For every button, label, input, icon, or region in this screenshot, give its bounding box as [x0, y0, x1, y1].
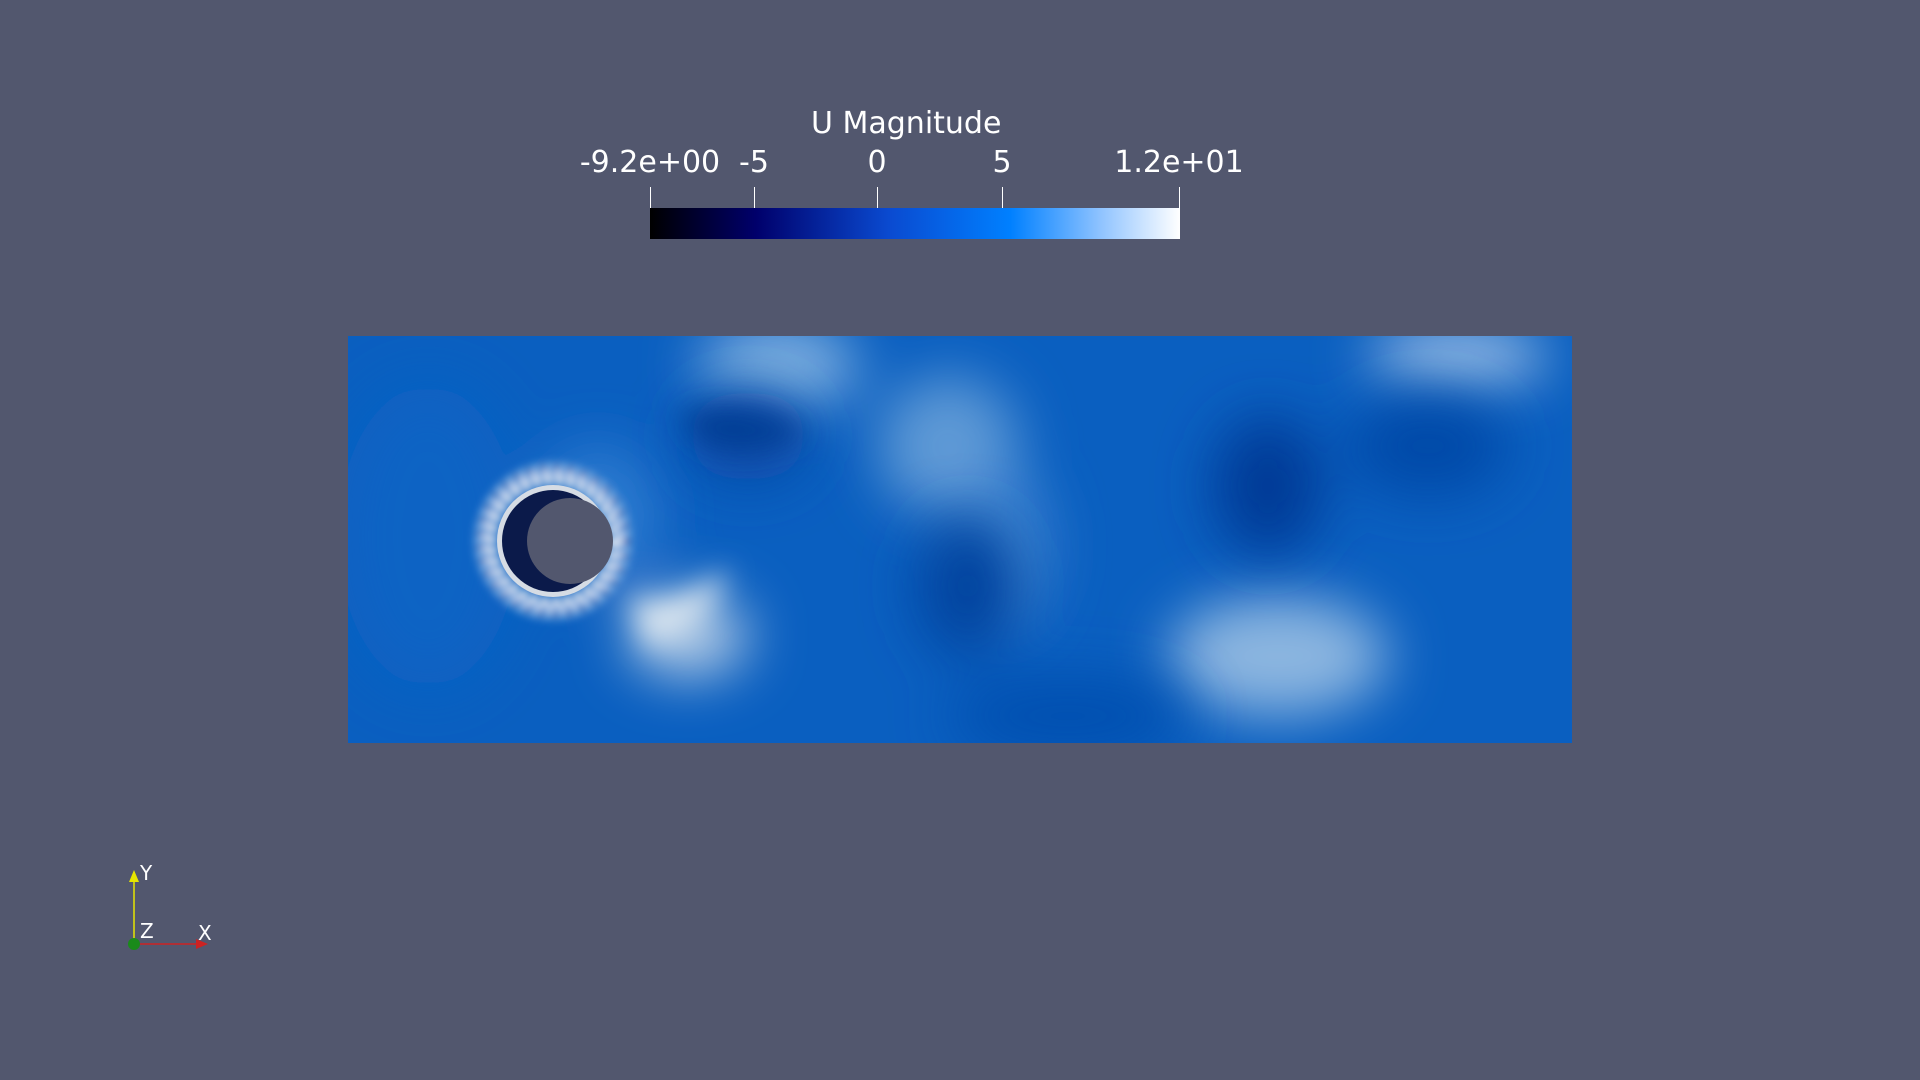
cylinder-hole [527, 498, 613, 584]
colorbar-tick-label: 5 [992, 145, 1012, 180]
z-axis-dot-icon [128, 938, 140, 950]
z-axis-label: Z [140, 919, 154, 943]
colorbar-tick-label: -9.2e+00 [579, 145, 721, 180]
x-axis-arrow-icon [196, 939, 208, 949]
y-axis-arrow-icon [129, 870, 139, 882]
colorbar-tick-label: 1.2e+01 [1114, 145, 1244, 180]
orientation-axes-widget: Y Z X [128, 862, 212, 950]
y-axis-label: Y [139, 862, 153, 885]
colorbar-gradient [650, 208, 1180, 239]
x-axis-label: X [198, 921, 212, 945]
colorbar-tick-mark [1179, 187, 1180, 208]
colorbar-tick-label: 0 [867, 145, 887, 180]
colorbar-tick-label: -5 [739, 145, 769, 180]
velocity-field-plot[interactable] [348, 336, 1572, 743]
colorbar-tick-mark [877, 187, 878, 208]
colorbar-tick-mark [754, 187, 755, 208]
colorbar-tick-mark [650, 187, 651, 208]
colorbar-title: U Magnitude [811, 106, 1002, 141]
colorbar-tick-mark [1002, 187, 1003, 208]
